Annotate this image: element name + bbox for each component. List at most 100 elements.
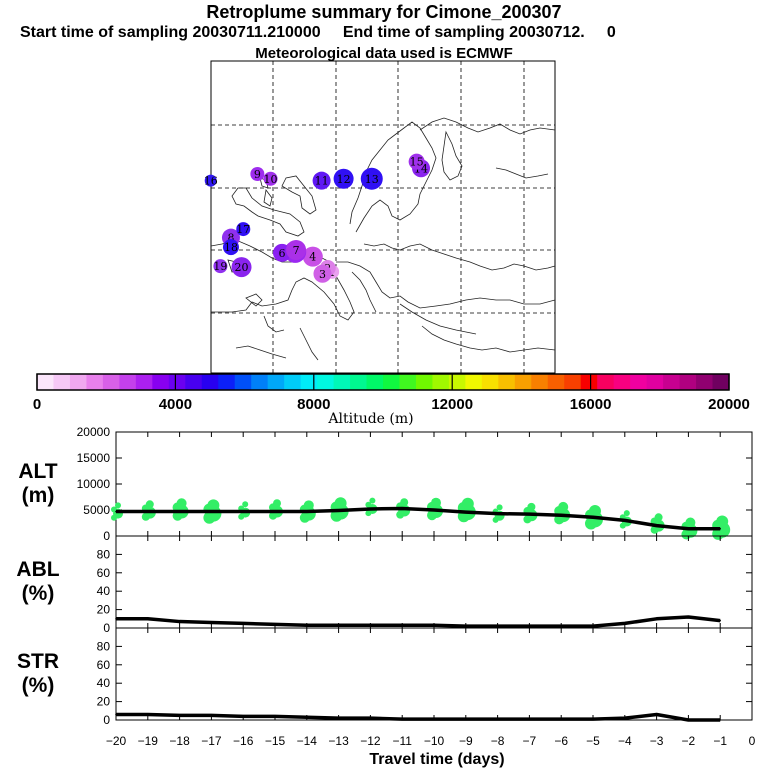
data-point — [337, 509, 340, 512]
colorbar-cell — [300, 374, 318, 390]
y-tick-label: 80 — [97, 639, 111, 653]
data-point — [274, 715, 276, 718]
map-point-label: 15 — [410, 156, 424, 169]
colorbar-cell — [498, 374, 516, 390]
x-tick-label: −12 — [360, 734, 381, 748]
colorbar-cell — [201, 374, 219, 390]
data-point — [465, 511, 467, 513]
colorbar-cell — [465, 374, 483, 390]
colorbar-cell — [86, 374, 104, 390]
data-point — [178, 510, 181, 513]
map-point — [286, 240, 307, 260]
map-point-label: 7 — [293, 244, 300, 257]
map-point-label: 13 — [365, 173, 379, 186]
data-point — [687, 719, 690, 721]
x-tick-label: −6 — [554, 734, 568, 748]
data-point — [719, 719, 721, 721]
map-point-label: 17 — [236, 223, 250, 236]
x-tick-label: −19 — [138, 734, 159, 748]
colorbar-cell — [350, 374, 368, 390]
colorbar-cell — [168, 374, 186, 390]
colorbar-cell — [135, 374, 153, 390]
colorbar-cell — [630, 374, 648, 390]
colorbar-tick-label: 8000 — [297, 396, 330, 413]
colorbar-cell — [53, 374, 71, 390]
data-point — [369, 717, 372, 719]
x-tick-label: −9 — [459, 734, 473, 748]
colorbar-tick-label: 0 — [33, 396, 41, 413]
y-tick-label: 15000 — [77, 451, 111, 465]
data-point — [465, 718, 467, 720]
colorbar-cell — [251, 374, 269, 390]
data-point — [369, 624, 372, 627]
colorbar-cell — [564, 374, 582, 390]
map-point-label: 10 — [264, 173, 278, 186]
data-point — [528, 718, 531, 720]
colorbar-cell — [366, 374, 384, 390]
data-point — [624, 519, 626, 522]
y-tick-label: 20 — [97, 603, 111, 617]
map-point-label: 18 — [224, 241, 238, 254]
y-tick-label: 10000 — [77, 477, 111, 491]
colorbar-cell — [613, 374, 631, 390]
scatter-point — [527, 502, 536, 511]
panel-str: 0 20 40 60 80 STR (%) — [17, 627, 753, 727]
panel-frame — [115, 627, 753, 721]
data-point — [369, 508, 372, 510]
panel-ylabel: STR (%) — [17, 650, 59, 697]
map-point-label: 8 — [227, 232, 234, 245]
colorbar-cell — [333, 374, 351, 390]
x-tick-label: −14 — [297, 734, 318, 748]
map-point — [204, 174, 217, 187]
data-point — [274, 510, 276, 513]
data-point — [306, 510, 308, 513]
x-tick-label: −8 — [491, 734, 505, 748]
coastlines — [210, 117, 556, 361]
panel-alt: 0 5000 10000 15000 20000 ALT (m) — [18, 425, 753, 543]
trajectory-points: 1234567891011121314151617181920 — [204, 153, 431, 283]
map-point — [222, 239, 239, 256]
map-frame — [210, 60, 556, 374]
y-tick-label: 20000 — [77, 425, 111, 439]
data-point — [560, 625, 562, 627]
data-point — [274, 623, 276, 626]
map-point — [236, 222, 251, 237]
colorbar-cell — [234, 374, 252, 390]
map-point-label: 9 — [254, 168, 261, 181]
data-point — [687, 616, 690, 618]
scatter-point — [496, 504, 503, 511]
altitude-colorbar: 0 4000 8000 12000 16000 20000 Altitude (m) — [33, 373, 750, 427]
scatter-point — [207, 499, 220, 512]
scatter-point — [623, 510, 630, 517]
colorbar-cell — [69, 374, 87, 390]
data-point — [560, 718, 562, 720]
data-point — [528, 513, 531, 515]
colorbar-cell — [547, 374, 565, 390]
colorbar-cell — [514, 374, 532, 390]
data-point — [528, 625, 531, 627]
scatter-point — [145, 500, 154, 509]
map-point — [263, 171, 278, 186]
scatter-point — [400, 498, 409, 507]
y-tick-label: 60 — [97, 658, 111, 672]
map-point-label: 20 — [235, 261, 249, 274]
colorbar-cell — [481, 374, 499, 390]
y-tick-label: 80 — [97, 547, 111, 561]
x-tick-label: −20 — [106, 734, 127, 748]
colorbar-cell — [102, 374, 120, 390]
data-point — [242, 510, 244, 513]
data-point — [719, 619, 721, 622]
scatter-point — [461, 497, 474, 510]
data-point — [655, 713, 658, 716]
colorbar-cell — [712, 374, 730, 390]
data-point — [624, 622, 626, 625]
data-point — [242, 715, 244, 718]
data-point — [147, 510, 149, 513]
y-tick-label: 40 — [97, 584, 111, 598]
scatter-point — [685, 517, 696, 528]
y-tick-label: 40 — [97, 676, 111, 690]
scatter-point — [431, 497, 441, 508]
colorbar-cell — [267, 374, 285, 390]
colorbar-cell — [663, 374, 681, 390]
